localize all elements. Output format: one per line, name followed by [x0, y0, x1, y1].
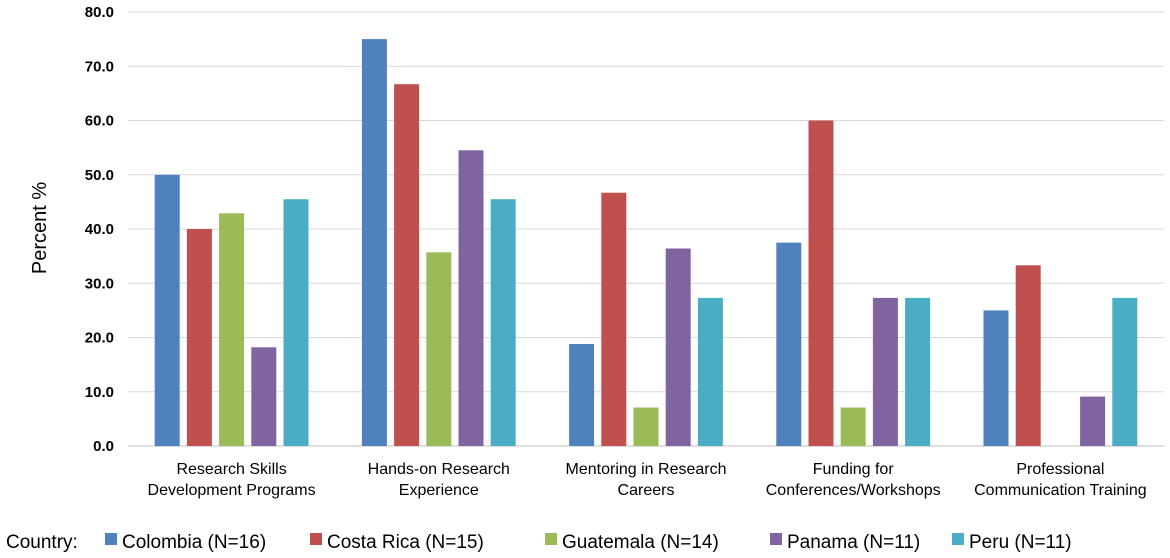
legend-entry: Peru (N=11) — [969, 532, 1072, 553]
y-tick-label: 50.0 — [85, 167, 114, 184]
y-tick-label: 10.0 — [85, 384, 114, 401]
bar — [361, 39, 387, 446]
bar — [154, 174, 180, 447]
bar — [872, 297, 898, 446]
bar — [840, 407, 866, 446]
bar — [808, 120, 834, 446]
bar — [219, 213, 245, 446]
legend-swatch — [310, 533, 322, 545]
gridlines — [128, 11, 1164, 447]
y-tick-label: 60.0 — [85, 113, 114, 130]
bar — [251, 347, 277, 446]
legend-entry: Guatemala (N=14) — [562, 532, 719, 553]
x-category-label-line: Professional — [1016, 461, 1104, 478]
legend-swatch — [770, 533, 782, 545]
bar — [983, 310, 1009, 446]
y-axis-title: Percent % — [29, 182, 51, 274]
bar — [665, 248, 691, 446]
legend-swatch — [952, 533, 964, 545]
y-axis-ticks: 0.0 10.0 20.0 30.0 40.0 50.0 60.0 70.0 80.0 — [85, 4, 114, 455]
x-category-label-line: Hands-on Research — [368, 461, 510, 478]
legend-entry: Colombia (N=16) — [122, 532, 266, 553]
bar — [186, 229, 212, 446]
x-category-label-line: Communication Training — [974, 482, 1147, 499]
x-category-label: Research Skills Development Programs — [148, 461, 316, 499]
legend-swatch — [545, 533, 557, 545]
bar — [1015, 265, 1041, 446]
y-tick-label: 70.0 — [85, 58, 114, 75]
bar — [458, 150, 484, 447]
bar — [394, 84, 420, 446]
x-category-label: Hands-on Research Experience — [368, 461, 510, 499]
bar — [490, 199, 516, 446]
bar — [426, 252, 452, 446]
y-tick-label: 30.0 — [85, 275, 114, 292]
y-tick-label: 80.0 — [85, 4, 114, 21]
legend-title: Country: — [6, 532, 78, 553]
x-axis-labels: Research Skills Development Programs Hands… — [148, 461, 1147, 499]
legend-swatch — [105, 533, 117, 545]
y-tick-label: 20.0 — [85, 330, 114, 347]
bar — [283, 199, 309, 446]
x-category-label: Professional Communication Training — [974, 461, 1147, 499]
bars — [154, 39, 1138, 447]
bar — [1080, 396, 1106, 446]
x-category-label: Mentoring in Research Careers — [566, 461, 727, 499]
legend: Country: Colombia (N=16) Costa Rica (N=15… — [6, 532, 1072, 553]
x-category-label-line: Careers — [618, 482, 675, 499]
x-category-label-line: Experience — [399, 482, 479, 499]
bar — [776, 242, 802, 446]
y-tick-label: 40.0 — [85, 221, 114, 238]
legend-entry: Panama (N=11) — [787, 532, 920, 553]
bar — [569, 344, 595, 446]
x-category-label-line: Development Programs — [148, 482, 316, 499]
y-tick-label: 0.0 — [93, 438, 114, 455]
legend-entry: Costa Rica (N=15) — [327, 532, 484, 553]
x-category-label-line: Mentoring in Research — [566, 461, 727, 478]
bar — [601, 192, 627, 446]
x-category-label-line: Funding for — [813, 461, 895, 478]
bar — [633, 407, 659, 446]
bar — [697, 297, 723, 446]
bar — [905, 297, 931, 446]
x-category-label-line: Conferences/Workshops — [766, 482, 941, 499]
x-category-label-line: Research Skills — [176, 461, 286, 478]
bar — [1112, 297, 1138, 446]
x-category-label: Funding for Conferences/Workshops — [766, 461, 941, 499]
